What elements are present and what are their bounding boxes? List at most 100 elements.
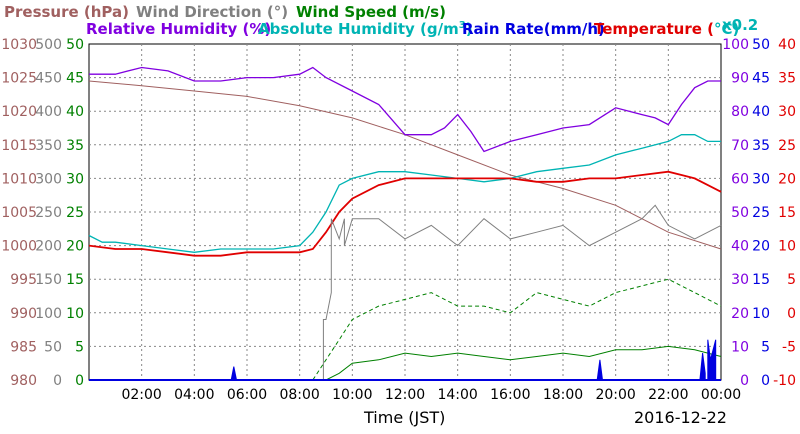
series-temperature — [88, 170, 722, 257]
y-tick-wind-speed: 50 — [66, 37, 84, 53]
y-tick-temperature: 15 — [778, 205, 796, 221]
y-tick-rain-rate: 35 — [752, 138, 770, 154]
legend-temperature: Temperature (°C) — [594, 20, 739, 38]
x-axis: 02:00 04:00 06:00 08:00 10:00 12:00 14:00 16:00… — [121, 387, 741, 403]
y-tick-temperature: 25 — [778, 138, 796, 154]
y-tick-temperature: 0 — [787, 306, 796, 322]
y-tick-pressure: 980 — [10, 373, 37, 389]
y-tick-temperature: 20 — [778, 171, 796, 187]
legend-humidity: Relative Humidity (%) — [86, 20, 271, 38]
y-tick-rain-rate: 40 — [752, 104, 770, 120]
y-tick-pressure: 1015 — [1, 138, 37, 154]
x-tick-label: 16:00 — [490, 387, 530, 403]
y-tick-humidity: 100 — [722, 37, 749, 53]
y-tick-wind-direction: 150 — [35, 272, 62, 288]
x-tick-label: 18:00 — [543, 387, 583, 403]
legend-pressure: Pressure (hPa) — [4, 3, 129, 21]
legend-wind-speed: Wind Speed (m/s) — [296, 3, 446, 21]
y-tick-rain-rate: 10 — [752, 306, 770, 322]
y-tick-pressure: 1005 — [1, 205, 37, 221]
series-abs-humidity — [88, 134, 721, 253]
y-tick-temperature: 40 — [778, 37, 796, 53]
x-tick-label: 04:00 — [174, 387, 214, 403]
x-tick-label: 00:00 — [701, 387, 741, 403]
y-tick-humidity: 20 — [731, 306, 749, 322]
series-humidity — [89, 66, 721, 153]
x-tick-label: 14:00 — [437, 387, 477, 403]
y-tick-wind-direction: 500 — [35, 37, 62, 53]
y-tick-wind-speed: 10 — [66, 306, 84, 322]
y-tick-temperature: -10 — [773, 373, 796, 389]
y-tick-rain-rate: 0 — [761, 373, 770, 389]
y-tick-rain-rate: 50 — [752, 37, 770, 53]
x-tick-label: 06:00 — [227, 387, 267, 403]
y-tick-humidity: 10 — [731, 339, 749, 355]
x-tick-label: 22:00 — [648, 387, 688, 403]
x-tick-label: 20:00 — [595, 387, 635, 403]
y-tick-temperature: 35 — [778, 71, 796, 87]
y-tick-wind-direction: 200 — [35, 239, 62, 255]
y-tick-wind-direction: 350 — [35, 138, 62, 154]
y-tick-humidity: 50 — [731, 205, 749, 221]
y-tick-wind-speed: 20 — [66, 239, 84, 255]
grid — [89, 44, 721, 380]
x-tick-label: 02:00 — [121, 387, 161, 403]
legend-rain-rate: Rain Rate(mm/h) — [462, 20, 605, 38]
y-tick-wind-speed: 0 — [75, 373, 84, 389]
y-tick-wind-speed: 40 — [66, 104, 84, 120]
x-tick-label: 12:00 — [385, 387, 425, 403]
scale-note: x0.2 — [722, 16, 758, 34]
y-tick-temperature: 10 — [778, 239, 796, 255]
y-tick-rain-rate: 45 — [752, 71, 770, 87]
y-tick-rain-rate: 30 — [752, 171, 770, 187]
legend-abs-humidity: Absolute Humidity (g/m3) — [258, 20, 473, 38]
x-tick-label: 10:00 — [332, 387, 372, 403]
y-tick-pressure: 1000 — [1, 239, 37, 255]
y-tick-wind-direction: 50 — [44, 339, 62, 355]
x-axis-title: Time (JST) — [363, 408, 445, 427]
y-tick-pressure: 1020 — [1, 104, 37, 120]
y-tick-wind-direction: 0 — [53, 373, 62, 389]
y-tick-wind-speed: 5 — [75, 339, 84, 355]
y-tick-wind-direction: 450 — [35, 71, 62, 87]
y-tick-pressure: 995 — [10, 272, 37, 288]
y-tick-rain-rate: 25 — [752, 205, 770, 221]
y-tick-wind-speed: 30 — [66, 171, 84, 187]
y-tick-humidity: 30 — [731, 272, 749, 288]
y-tick-wind-speed: 45 — [66, 71, 84, 87]
y-tick-wind-direction: 100 — [35, 306, 62, 322]
y-tick-temperature: 5 — [787, 272, 796, 288]
y-tick-pressure: 990 — [10, 306, 37, 322]
y-tick-wind-speed: 35 — [66, 138, 84, 154]
y-tick-rain-rate: 5 — [761, 339, 770, 355]
y-tick-rain-rate: 20 — [752, 239, 770, 255]
series-wind-speed-avg — [89, 345, 722, 381]
y-tick-humidity: 90 — [731, 71, 749, 87]
y-tick-pressure: 1010 — [1, 171, 37, 187]
series-wind-direction — [89, 204, 722, 381]
rain-rate-area — [707, 339, 717, 381]
plot-series — [88, 66, 722, 381]
y-tick-humidity: 60 — [731, 171, 749, 187]
y-tick-humidity: 40 — [731, 239, 749, 255]
y-tick-pressure: 1025 — [1, 71, 37, 87]
x-tick-label: 08:00 — [279, 387, 319, 403]
y-tick-temperature: 30 — [778, 104, 796, 120]
y-tick-temperature: -5 — [782, 339, 796, 355]
y-tick-humidity: 80 — [731, 104, 749, 120]
y-tick-humidity: 70 — [731, 138, 749, 154]
y-tick-wind-speed: 25 — [66, 205, 84, 221]
y-tick-rain-rate: 15 — [752, 272, 770, 288]
y-tick-wind-speed: 15 — [66, 272, 84, 288]
date-label: 2016-12-22 — [634, 408, 727, 427]
y-tick-humidity: 0 — [740, 373, 749, 389]
y-tick-pressure: 985 — [10, 339, 37, 355]
y-tick-pressure: 1030 — [1, 37, 37, 53]
series-wind-speed-max — [89, 278, 722, 381]
legend-wind-direction: Wind Direction (°) — [136, 3, 288, 21]
y-tick-wind-direction: 400 — [35, 104, 62, 120]
y-tick-wind-direction: 250 — [35, 205, 62, 221]
y-tick-wind-direction: 300 — [35, 171, 62, 187]
